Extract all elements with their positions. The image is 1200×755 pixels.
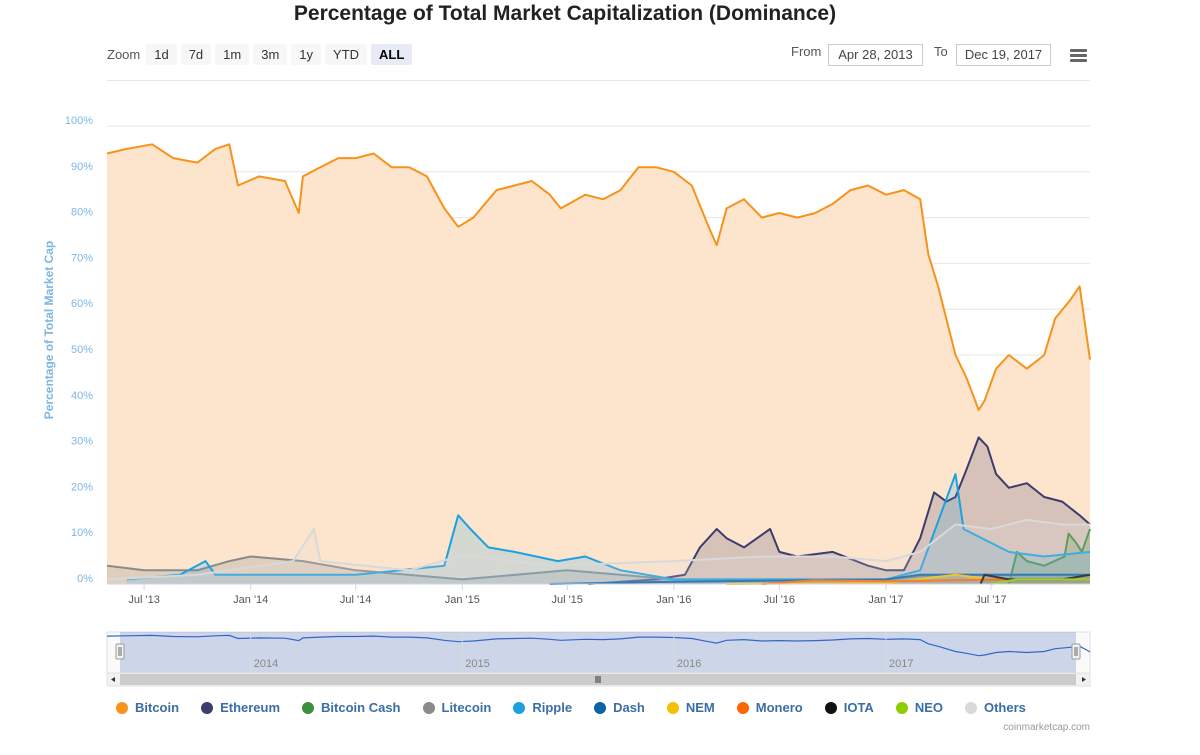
y-tick-label: 40% — [71, 390, 93, 402]
y-tick-label: 0% — [77, 573, 93, 585]
legend-marker-icon — [302, 701, 315, 714]
legend-item-ripple[interactable]: Ripple — [513, 700, 572, 715]
legend-label: Ethereum — [220, 700, 281, 715]
series-area-others — [107, 519, 1090, 584]
legend-item-litecoin[interactable]: Litecoin — [422, 700, 492, 715]
legend-marker-icon — [736, 701, 749, 714]
series-area-bitcoin — [107, 144, 1090, 585]
zoom-bar: Zoom 1d 7d 1m 3m 1y YTD ALL — [107, 44, 416, 65]
legend-marker-icon — [666, 701, 679, 714]
series-line-dash — [549, 573, 1090, 585]
legend-item-ethereum[interactable]: Ethereum — [201, 700, 280, 715]
legend-item-bitcoin-cash[interactable]: Bitcoin Cash — [302, 700, 401, 715]
toolbar-divider — [107, 80, 1090, 81]
series-line-iota — [979, 573, 1091, 585]
credit-text: coinmarketcap.com — [1003, 722, 1090, 733]
hamburger-menu-icon[interactable] — [1070, 49, 1087, 63]
legend-label: Ripple — [532, 700, 573, 715]
legend-marker-icon — [422, 701, 435, 714]
page-title: Percentage of Total Market Capitalizatio… — [293, 2, 837, 25]
legend-label: NEO — [914, 700, 943, 715]
legend-label: NEM — [685, 700, 715, 715]
y-tick-label: 20% — [71, 481, 93, 493]
legend-label: Monero — [755, 700, 803, 715]
zoom-button-1m[interactable]: 1m — [215, 44, 250, 65]
legend-item-neo[interactable]: NEO — [895, 700, 943, 715]
y-tick-label: 30% — [71, 436, 93, 448]
legend-label: Bitcoin — [135, 700, 180, 715]
x-tick-label: Jan '17 — [868, 594, 903, 606]
to-label: To — [934, 44, 948, 59]
x-tick-label: Jul '14 — [340, 594, 371, 606]
navigator-year-label: 2014 — [254, 658, 278, 670]
x-tick-label: Jul '13 — [128, 594, 159, 606]
legend-label: Others — [983, 700, 1026, 715]
legend-marker-icon — [201, 701, 214, 714]
navigator-year-label: 2016 — [677, 658, 701, 670]
y-tick-label: 60% — [71, 298, 93, 310]
legend-marker-icon — [116, 701, 128, 714]
legend-item-iota[interactable]: IOTA — [824, 700, 874, 715]
series-area-ethereum — [588, 437, 1090, 584]
y-tick-label: 70% — [71, 252, 93, 264]
series-line-neo — [990, 578, 1090, 585]
legend: Bitcoin Ethereum Bitcoin Cash Litecoin Rippl… — [116, 700, 1048, 715]
zoom-label: Zoom — [107, 47, 141, 62]
from-date-input[interactable]: Apr 28, 2013 — [828, 44, 923, 66]
y-tick-label: 10% — [71, 527, 93, 539]
navigator-frame — [106, 631, 1091, 674]
series-area-litecoin — [107, 556, 1090, 584]
legend-marker-icon — [964, 701, 977, 714]
x-tick-label: Jul '17 — [975, 594, 1006, 606]
series-line-bitcoin — [106, 143, 1091, 411]
legend-item-others[interactable]: Others — [964, 700, 1026, 715]
legend-marker-icon — [895, 701, 908, 714]
legend-label: Bitcoin Cash — [321, 700, 401, 715]
legend-label: Litecoin — [441, 700, 492, 715]
y-tick-label: 90% — [71, 161, 93, 173]
x-tick-label: Jan '14 — [233, 594, 268, 606]
zoom-button-ytd[interactable]: YTD — [325, 44, 368, 65]
zoom-button-3m[interactable]: 3m — [253, 44, 288, 65]
zoom-button-1y[interactable]: 1y — [291, 44, 322, 65]
x-tick-label: Jul '16 — [764, 594, 795, 606]
legend-item-monero[interactable]: Monero — [736, 700, 803, 715]
y-tick-label: 80% — [71, 207, 93, 219]
legend-item-nem[interactable]: NEM — [666, 700, 715, 715]
navigator-handle-left[interactable] — [115, 643, 125, 660]
from-label: From — [791, 44, 822, 59]
legend-label: Dash — [613, 700, 645, 715]
to-date-input[interactable]: Dec 19, 2017 — [956, 44, 1051, 66]
navigator-year-label: 2017 — [889, 658, 913, 670]
series-line-others — [106, 518, 1090, 581]
legend-label: IOTA — [843, 700, 874, 715]
series-area-ripple — [126, 474, 1090, 584]
zoom-button-1d[interactable]: 1d — [146, 44, 177, 65]
series-area-bitcoin-cash — [1008, 529, 1090, 584]
zoom-button-7d[interactable]: 7d — [180, 44, 212, 65]
navigator-year-label: 2015 — [465, 658, 489, 670]
navigator-selection — [120, 632, 1076, 673]
series-line-ripple — [126, 473, 1091, 581]
legend-item-dash[interactable]: Dash — [594, 700, 645, 715]
x-tick-label: Jul '15 — [551, 594, 582, 606]
scroll-left-arrow-icon[interactable] — [111, 677, 115, 682]
x-tick-label: Jan '16 — [656, 594, 691, 606]
legend-marker-icon — [594, 701, 607, 714]
legend-item-bitcoin[interactable]: Bitcoin — [116, 700, 179, 715]
legend-marker-icon — [513, 701, 526, 714]
navigator-handle-right[interactable] — [1071, 643, 1081, 660]
y-tick-label: 100% — [65, 115, 93, 127]
y-axis-label: Percentage of Total Market Cap — [42, 241, 56, 420]
legend-marker-icon — [824, 701, 837, 714]
y-tick-label: 50% — [71, 344, 93, 356]
x-tick-label: Jan '15 — [445, 594, 480, 606]
series-line-litecoin — [106, 555, 1090, 581]
scroll-right-arrow-icon[interactable] — [1082, 677, 1086, 682]
navigator-line — [106, 634, 1091, 657]
series-line-bitcoin-cash — [1007, 528, 1091, 585]
zoom-button-all[interactable]: ALL — [371, 44, 413, 65]
